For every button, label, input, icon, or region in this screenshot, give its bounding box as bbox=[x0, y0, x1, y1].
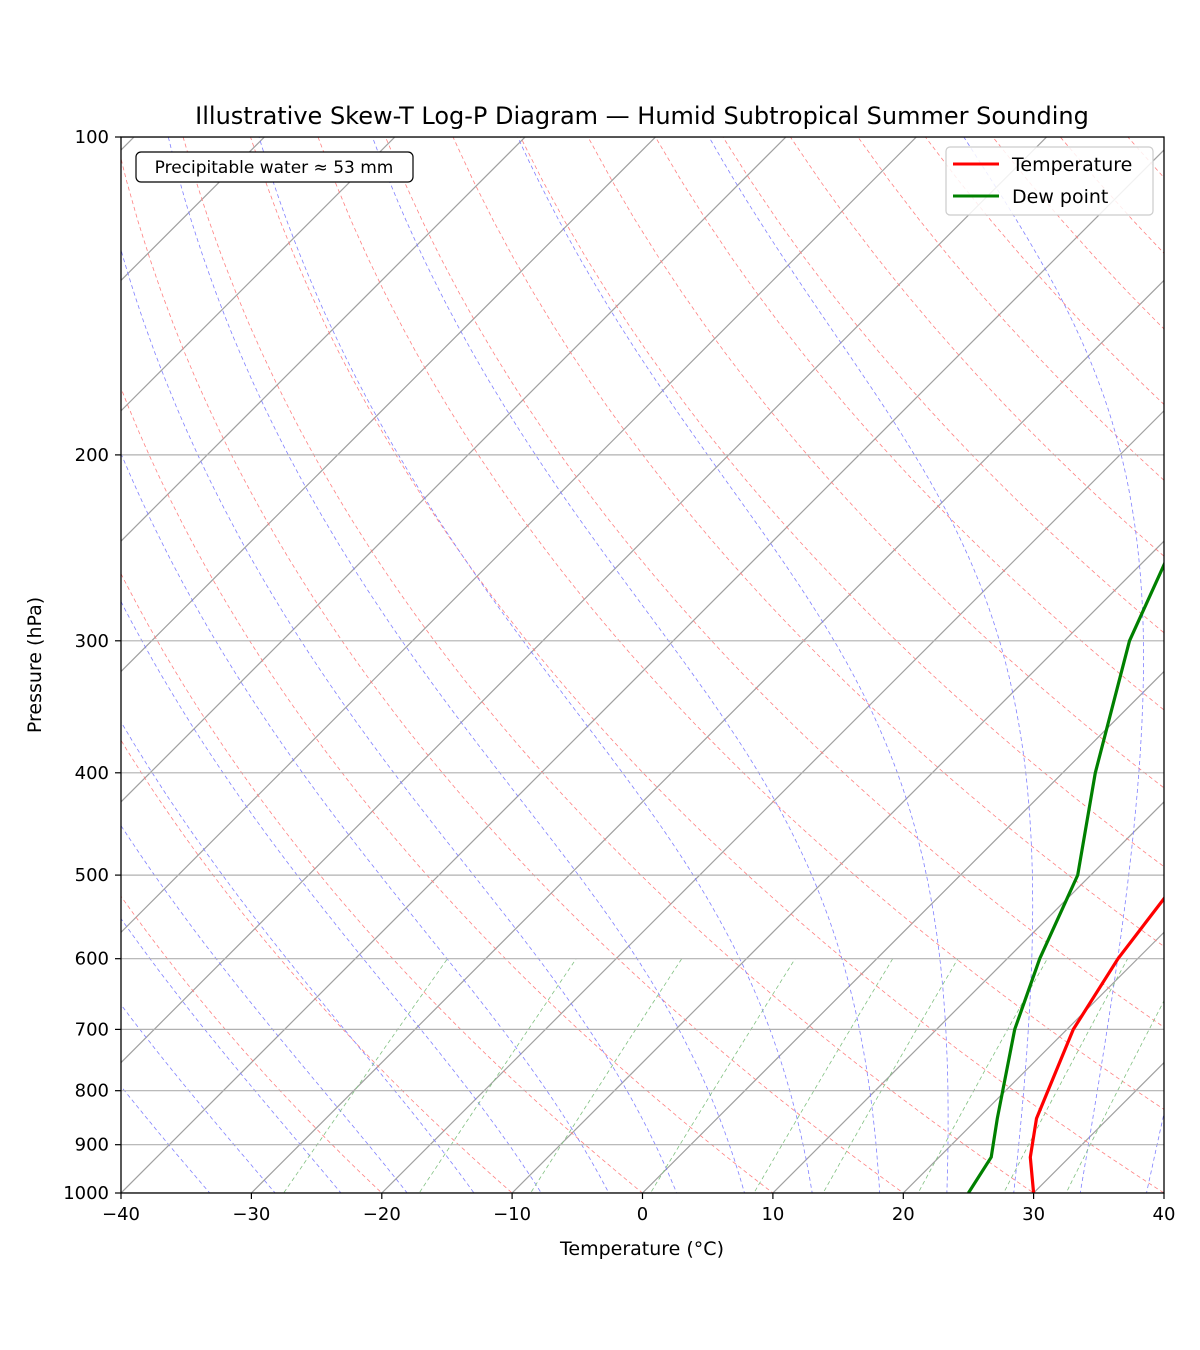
dry-adiabat-line bbox=[790, 137, 1164, 557]
precipitable-water-note: Precipitable water ≈ 53 mm bbox=[155, 158, 394, 178]
mixing-ratio-line bbox=[1003, 958, 1128, 1193]
dry-adiabat-line bbox=[587, 137, 1164, 789]
isotherm-line bbox=[121, 137, 918, 934]
moist-adiabat-line bbox=[121, 452, 610, 1193]
background-reference-lines bbox=[121, 137, 1164, 1193]
moist-adiabat-line bbox=[517, 137, 949, 1193]
dry-adiabat-line bbox=[1059, 137, 1164, 254]
x-tick-label: −30 bbox=[232, 1204, 270, 1225]
x-tick-label: 0 bbox=[637, 1204, 648, 1225]
y-tick-label: 100 bbox=[75, 127, 109, 148]
moist-adiabat-line bbox=[121, 248, 678, 1193]
y-tick-label: 1000 bbox=[63, 1183, 109, 1204]
mixing-ratio-line bbox=[1065, 1000, 1164, 1193]
dry-adiabat-line bbox=[655, 137, 1164, 711]
dry-adiabat-line bbox=[121, 572, 644, 1193]
isotherm-line bbox=[772, 801, 1164, 1193]
mixing-ratio-line bbox=[283, 958, 448, 1193]
x-tick-label: 20 bbox=[892, 1204, 915, 1225]
dew-point-line bbox=[967, 561, 1164, 1193]
isotherm-line bbox=[902, 931, 1164, 1193]
moist-adiabat-line bbox=[121, 600, 542, 1193]
plot-frame bbox=[120, 136, 1165, 1194]
dry-adiabat-line bbox=[121, 387, 774, 1193]
mixing-ratio-line bbox=[753, 958, 894, 1193]
dry-adiabat-line bbox=[121, 739, 513, 1193]
dry-adiabat-line bbox=[520, 137, 1164, 868]
moist-adiabat-line bbox=[121, 1004, 276, 1193]
annotation-frame bbox=[135, 151, 414, 183]
isotherm-line bbox=[1163, 1192, 1164, 1193]
isotherm-line bbox=[121, 137, 1048, 1064]
mixing-ratio-line bbox=[530, 958, 683, 1193]
x-axis: −40 −30 −20 −10 0 10 20 30 40 bbox=[102, 1193, 1175, 1225]
isotherm-line bbox=[380, 409, 1164, 1193]
temperature-line bbox=[1028, 895, 1164, 1193]
x-tick-label: −40 bbox=[102, 1204, 140, 1225]
pressure-gridlines bbox=[121, 137, 1164, 1193]
isotherm-line bbox=[121, 149, 1164, 1193]
y-tick-label: 900 bbox=[75, 1135, 109, 1156]
isotherm-line bbox=[121, 137, 787, 803]
y-tick-label: 400 bbox=[75, 763, 109, 784]
legend: Temperature Dew point bbox=[945, 146, 1154, 216]
mixing-ratio-line bbox=[822, 958, 959, 1193]
sounding-series bbox=[967, 561, 1164, 1193]
moist-adiabat-line bbox=[121, 1085, 211, 1193]
isotherm-line bbox=[250, 279, 1164, 1193]
dry-adiabat-line bbox=[121, 895, 383, 1193]
x-tick-label: 10 bbox=[761, 1204, 784, 1225]
chart-title: Illustrative Skew-T Log-P Diagram — Humi… bbox=[195, 102, 1089, 130]
moist-adiabat-line bbox=[258, 137, 813, 1193]
y-tick-label: 700 bbox=[75, 1019, 109, 1040]
isotherm-line bbox=[121, 137, 657, 673]
y-tick-label: 300 bbox=[75, 631, 109, 652]
y-tick-label: 600 bbox=[75, 949, 109, 970]
x-tick-label: −10 bbox=[493, 1204, 531, 1225]
moist-adiabat-line bbox=[1146, 1111, 1164, 1193]
isotherm-line bbox=[121, 137, 396, 412]
moist-adiabat-line bbox=[372, 137, 881, 1193]
x-tick-label: 40 bbox=[1153, 1204, 1176, 1225]
mixing-ratio-line bbox=[418, 958, 577, 1193]
y-axis-label: Pressure (hPa) bbox=[24, 597, 46, 733]
dry-adiabat-line bbox=[722, 137, 1164, 634]
dry-adiabat-line bbox=[452, 137, 1164, 947]
moist-adiabat-line bbox=[121, 824, 408, 1193]
dry-adiabat-line bbox=[317, 137, 1164, 1110]
x-tick-label: −20 bbox=[363, 1204, 401, 1225]
legend-label-temperature: Temperature bbox=[1011, 154, 1132, 176]
isotherm-line bbox=[641, 670, 1164, 1193]
isotherm-line bbox=[1032, 1061, 1164, 1193]
y-tick-label: 800 bbox=[75, 1081, 109, 1102]
moist-adiabat-line bbox=[121, 917, 342, 1193]
y-tick-label: 500 bbox=[75, 865, 109, 886]
annotation-box: Precipitable water ≈ 53 mm bbox=[135, 151, 414, 183]
dry-adiabat-line bbox=[992, 137, 1164, 330]
x-tick-label: 30 bbox=[1022, 1204, 1045, 1225]
isotherm-line bbox=[121, 137, 526, 542]
moist-adiabat-line bbox=[167, 137, 745, 1193]
isotherm-line bbox=[511, 540, 1164, 1193]
moist-adiabat-line bbox=[708, 137, 1034, 1193]
moist-adiabat-line bbox=[963, 137, 1144, 1193]
mixing-ratio-line bbox=[650, 958, 796, 1193]
x-axis-label: Temperature (°C) bbox=[559, 1238, 724, 1260]
moist-adiabat-line bbox=[121, 721, 475, 1193]
y-tick-label: 200 bbox=[75, 445, 109, 466]
dry-adiabat-line bbox=[250, 137, 1164, 1193]
dry-adiabat-line bbox=[121, 156, 904, 1193]
legend-label-dew-point: Dew point bbox=[1012, 186, 1108, 208]
y-axis: 1000 900 800 700 600 500 400 300 200 100 bbox=[63, 127, 121, 1204]
mixing-ratio-line bbox=[917, 958, 1048, 1193]
